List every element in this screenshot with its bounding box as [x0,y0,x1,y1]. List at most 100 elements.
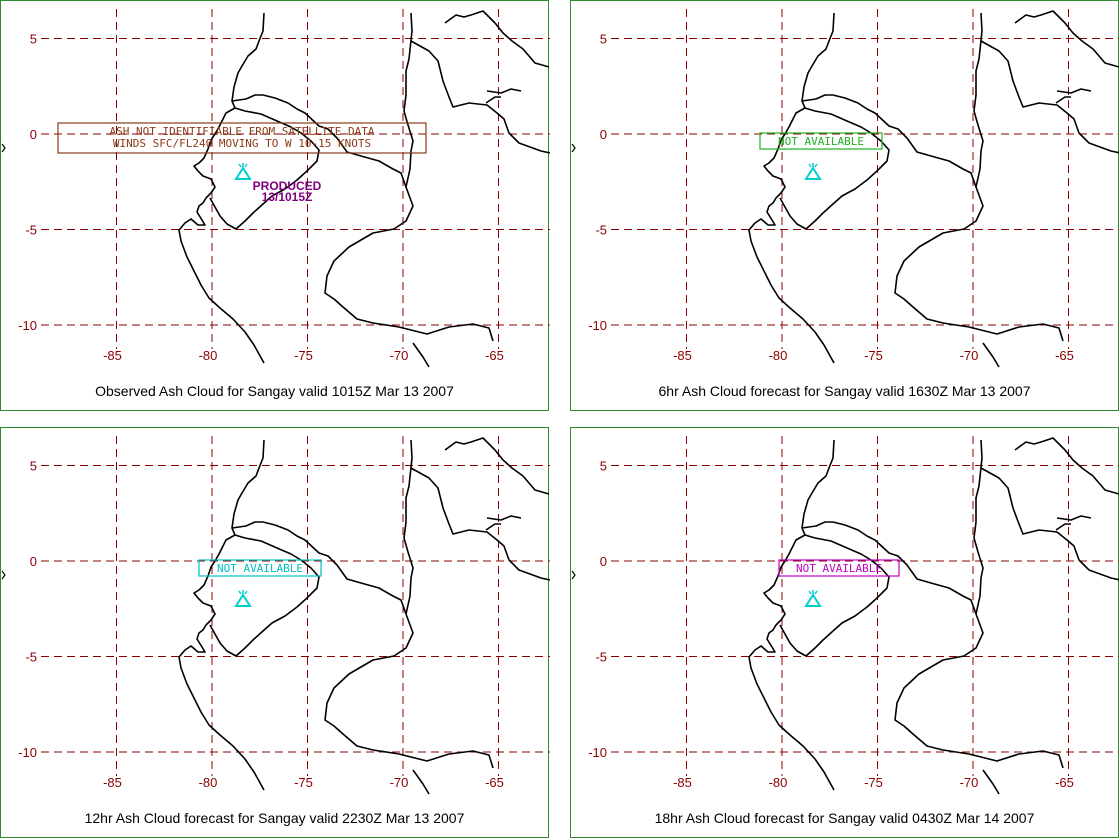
map-canvas: 5 0 -5 -10 -85 -80 -75 -70 -65 ASH NOT IDENTIFIA… [1,9,550,368]
advisory-box: NOT AVAILABLE [778,559,900,577]
coastline [444,10,550,68]
advisory-text: NOT AVAILABLE [796,562,882,575]
longitude-tick-label: -65 [485,348,504,363]
coastline [973,439,984,615]
latitude-tick-label: 0 [30,127,37,142]
panel-caption: 18hr Ash Cloud forecast for Sangay valid… [654,810,1035,826]
coastline [486,88,522,94]
coastline [1056,88,1092,94]
advisory-text: WINDS SFC/FL240 MOVING TO W 10-15 KNOTS [113,137,371,150]
longitude-tick-label: -70 [960,348,979,363]
volcano-icon [804,590,822,607]
coastline [980,467,1119,581]
coastline [485,523,501,531]
coastline [1014,10,1119,68]
coastline [973,12,984,188]
coastline [779,107,890,230]
longitude-tick-label: -80 [769,775,788,790]
coastline [1055,96,1071,104]
longitude-tick-label: -75 [294,775,313,790]
longitude-tick-label: -65 [1055,775,1074,790]
ash-panel-observed: 5 0 -5 -10 -85 -80 -75 -70 -65 ASH NOT IDENTIFIA… [0,0,550,411]
latitude-tick-label: -5 [25,223,37,238]
latitude-tick-label: -5 [25,650,37,665]
coastline [324,186,494,342]
coastline [209,534,320,657]
coastline [412,769,430,795]
coastline [748,439,835,791]
latitude-tick-label: -10 [18,745,37,760]
longitude-tick-label: -85 [103,348,122,363]
produced-time-label: PRODUCED [253,179,322,193]
latitude-tick-label: 5 [30,32,37,47]
latitude-tick-label: -5 [595,223,607,238]
longitude-tick-label: -70 [390,775,409,790]
longitude-tick-label: -80 [769,348,788,363]
coastline [748,12,835,364]
advisory-box: ASH NOT IDENTIFIABLE FROM SATELLITE DATA… [57,122,427,154]
map-canvas: 5 0 -5 -10 -85 -80 -75 -70 -65 NOT AVAILABLE [571,436,1119,795]
latitude-tick-label: 5 [600,459,607,474]
longitude-tick-label: -85 [673,348,692,363]
longitude-tick-label: -80 [199,348,218,363]
longitude-tick-label: -75 [294,348,313,363]
longitude-tick-label: -85 [103,775,122,790]
coastline [410,467,550,581]
latitude-tick-label: 0 [30,554,37,569]
map-canvas: 5 0 -5 -10 -85 -80 -75 -70 -65 NOT AVAILABLE [1,436,550,795]
panel-caption: Observed Ash Cloud for Sangay valid 1015… [95,383,454,399]
coastline [412,342,430,368]
edge-marker [1,570,6,580]
panel-caption: 12hr Ash Cloud forecast for Sangay valid… [84,810,465,826]
latitude-tick-label: -10 [18,318,37,333]
coastline [444,437,550,495]
latitude-tick-label: -10 [588,745,607,760]
advisory-text: ASH NOT IDENTIFIABLE FROM SATELLITE DATA [110,125,375,138]
volcano-icon [804,163,822,180]
panel-caption: 6hr Ash Cloud forecast for Sangay valid … [658,383,1031,399]
map-canvas: 5 0 -5 -10 -85 -80 -75 -70 -65 NOT AVAILABLE [571,9,1119,368]
coastline [801,521,977,615]
latitude-tick-label: 0 [600,554,607,569]
coastline [1055,523,1071,531]
ash-panel-18hr: 5 0 -5 -10 -85 -80 -75 -70 -65 NOT AVAILABLE 18h… [570,427,1119,838]
advisory-box: NOT AVAILABLE [198,559,322,577]
longitude-tick-label: -65 [1055,348,1074,363]
coastline [403,12,414,188]
latitude-tick-label: 5 [30,459,37,474]
longitude-tick-label: -75 [864,348,883,363]
edge-marker [571,143,576,153]
advisory-box: NOT AVAILABLE [759,132,883,150]
edge-marker [571,570,576,580]
coastline [178,12,265,364]
coastline [982,342,1000,368]
longitude-tick-label: -70 [960,775,979,790]
coastline [1014,437,1119,495]
longitude-tick-label: -65 [485,775,504,790]
coastline [894,613,1064,769]
coastline [779,534,890,657]
ash-panel-6hr: 5 0 -5 -10 -85 -80 -75 -70 -65 NOT AVAILABLE 6hr… [570,0,1119,411]
latitude-tick-label: -10 [588,318,607,333]
advisory-text: NOT AVAILABLE [217,562,303,575]
coastline [403,439,414,615]
volcano-icon [234,590,252,607]
coastline [894,186,1064,342]
latitude-tick-label: 5 [600,32,607,47]
coastline [982,769,1000,795]
latitude-tick-label: -5 [595,650,607,665]
coastline [324,613,494,769]
advisory-text: NOT AVAILABLE [778,135,864,148]
coastline [1056,515,1092,521]
coastline [178,439,265,791]
coastline [231,521,407,615]
coastline [410,40,550,154]
longitude-tick-label: -75 [864,775,883,790]
longitude-tick-label: -80 [199,775,218,790]
volcano-icon [234,163,252,180]
coastline [980,40,1119,154]
latitude-tick-label: 0 [600,127,607,142]
coastline [486,515,522,521]
coastline [801,94,977,188]
longitude-tick-label: -70 [390,348,409,363]
